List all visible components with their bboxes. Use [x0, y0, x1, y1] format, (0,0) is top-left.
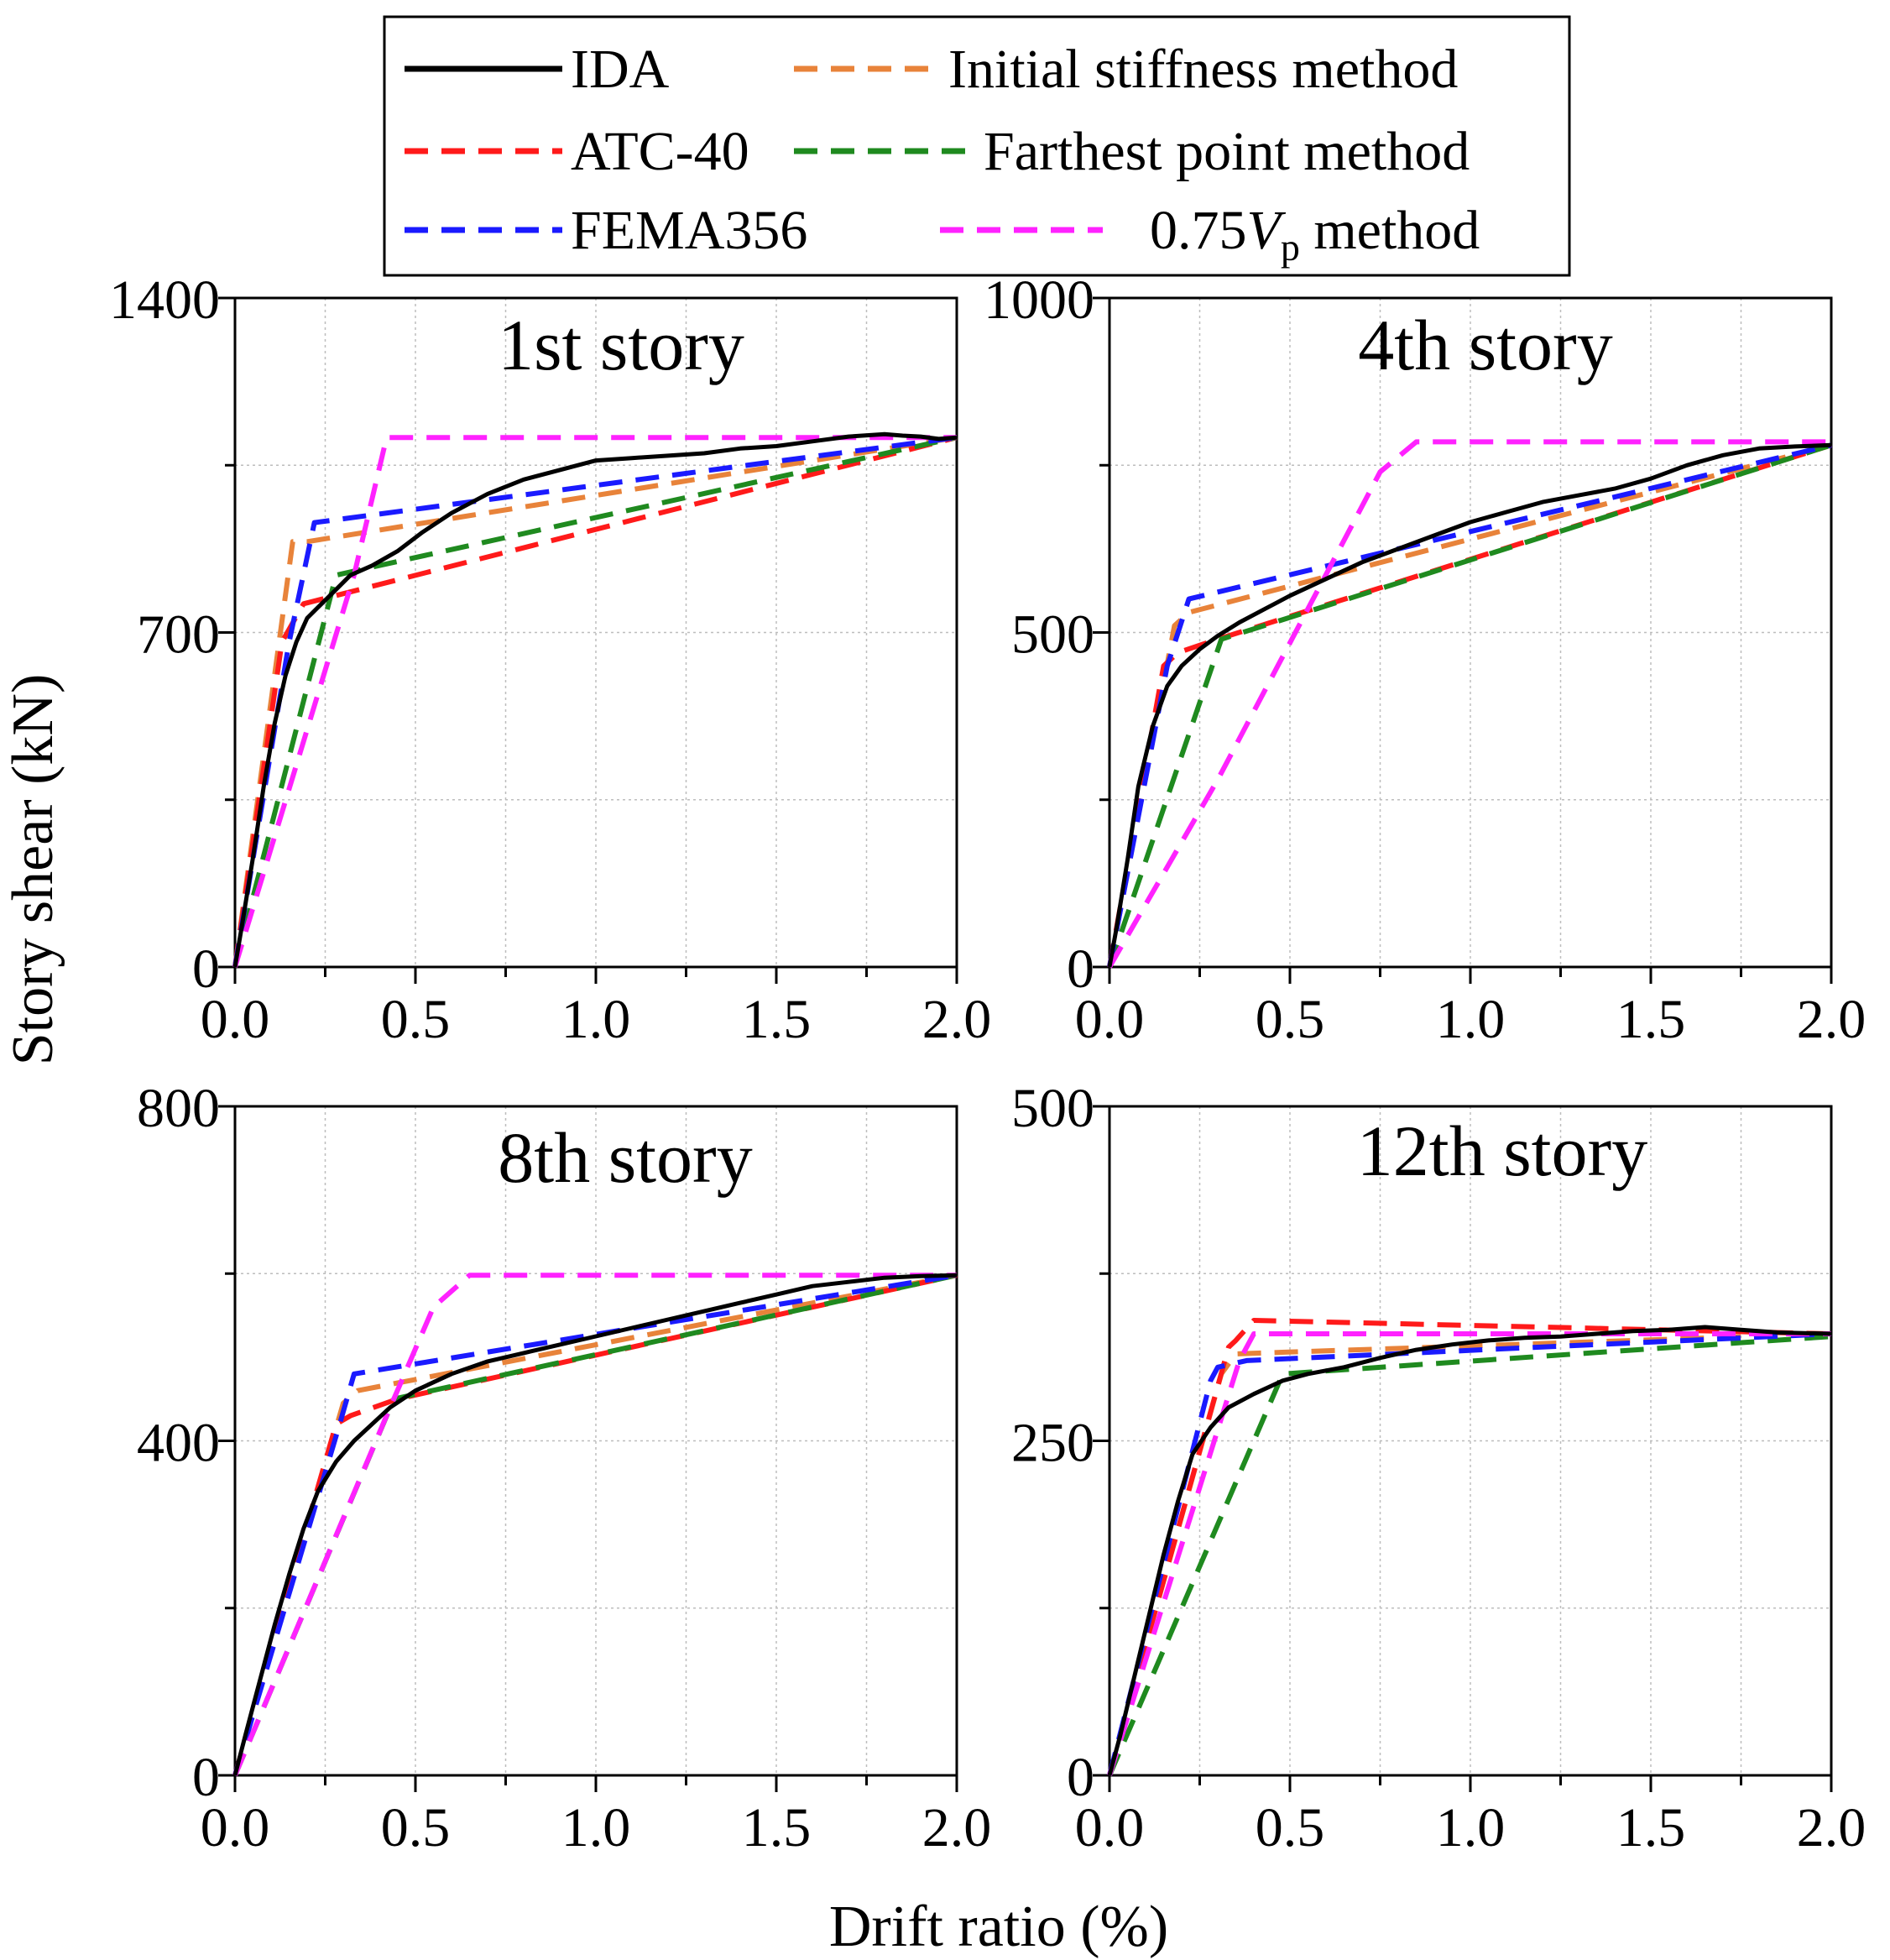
panel-1-xtick-label-5: 2.0: [922, 989, 992, 1050]
panel-2-xtick-label-3: 1.0: [1436, 989, 1506, 1050]
panel-3-xtick-label-3: 1.0: [561, 1797, 631, 1858]
panel-3: 0.0 0.5 1.0 1.5 2.0 0 400 800 8th story: [137, 1078, 991, 1858]
panel-4: 0.0 0.5 1.0 1.5 2.0 0 250 500 12th story: [1011, 1078, 1866, 1858]
panel-3-xtick-label-4: 1.5: [742, 1797, 812, 1858]
panel-4-xtick-label-3: 1.0: [1436, 1797, 1506, 1858]
panel-4-xtick-label-4: 1.5: [1616, 1797, 1686, 1858]
panel-1-xtick-label-4: 1.5: [742, 989, 812, 1050]
panel-2-xtick-label-5: 2.0: [1797, 989, 1867, 1050]
panel-4-series-initial-stiffness-method: [1107, 1331, 1832, 1776]
panel-1-xtick-label-3: 1.0: [561, 989, 631, 1050]
panel-1-series-farthest-point-method: [232, 435, 958, 968]
panel-3-xtick-label-1: 0.0: [201, 1797, 270, 1858]
panel-3-series-ida: [232, 1273, 958, 1776]
panel-2-ytick-label-1: 0: [1067, 938, 1094, 1000]
panel-4-series-0-75vp-method: [1107, 1331, 1831, 1776]
panel-4-xtick-label-2: 0.5: [1256, 1797, 1325, 1858]
legend-label-3: ATC-40: [571, 121, 749, 182]
panel-2: 0.0 0.5 1.0 1.5 2.0 0 500 1000 4th story: [984, 269, 1866, 1050]
legend: IDA Initial stiffness method ATC-40 Farthes…: [383, 15, 1571, 277]
legend-label-1: IDA: [571, 39, 670, 100]
panel-4-series-atc-40: [1107, 1318, 1832, 1776]
panel-1-xtick-label-1: 0.0: [201, 989, 270, 1050]
panel-1-xtick-label-2: 0.5: [381, 989, 451, 1050]
panel-2-ytick-label-3: 1000: [984, 269, 1094, 331]
y-axis-title: Story shear (kN): [1, 674, 65, 1066]
legend-label-2: Initial stiffness method: [948, 39, 1458, 100]
panel-2-series-0-75vp-method: [1107, 439, 1831, 969]
panel-1-title: 1st story: [498, 305, 744, 385]
panel-4-ytick-label-3: 500: [1011, 1078, 1094, 1139]
panel-2-series-fema356: [1107, 442, 1832, 968]
panel-3-title: 8th story: [498, 1117, 752, 1198]
panel-1: 0.0 0.5 1.0 1.5 2.0 0 700 1400 1st story: [109, 269, 991, 1050]
panel-2-xtick-label-2: 0.5: [1256, 989, 1325, 1050]
panel-1-ytick-label-2: 700: [137, 604, 220, 666]
legend-label-5: FEMA356: [571, 200, 807, 261]
panel-2-xtick-label-4: 1.5: [1616, 989, 1686, 1050]
panel-2-series-ida: [1107, 442, 1832, 968]
panel-1-ytick-label-3: 1400: [109, 269, 220, 331]
panel-1-series-0-75vp-method: [232, 435, 957, 968]
panel-3-ytick-label-3: 800: [137, 1078, 220, 1139]
panel-3-xtick-label-5: 2.0: [922, 1797, 992, 1858]
panel-1-series-ida: [232, 431, 958, 968]
panel-4-xtick-label-5: 2.0: [1797, 1797, 1867, 1858]
panel-3-xtick-label-2: 0.5: [381, 1797, 451, 1858]
panel-1-ytick-label-1: 0: [192, 938, 220, 1000]
x-axis-title: Drift ratio (%): [829, 1895, 1168, 1959]
panel-3-series-0-75vp-method: [232, 1273, 957, 1777]
legend-label-6: 0.75Vp method: [1150, 200, 1480, 269]
panel-2-title: 4th story: [1358, 305, 1612, 385]
panel-4-series-ida: [1107, 1325, 1832, 1776]
panel-4-ytick-label-1: 0: [1067, 1747, 1094, 1808]
legend-label-4: Farthest point method: [984, 121, 1470, 182]
panel-4-ytick-label-2: 250: [1011, 1413, 1094, 1474]
panel-3-ytick-label-2: 400: [137, 1413, 220, 1474]
panel-2-ytick-label-2: 500: [1011, 604, 1094, 666]
panel-4-title: 12th story: [1357, 1111, 1647, 1191]
panel-4-xtick-label-1: 0.0: [1075, 1797, 1145, 1858]
panel-2-series-farthest-point-method: [1107, 442, 1832, 968]
panel-2-xtick-label-1: 0.0: [1075, 989, 1145, 1050]
panels: 0.0 0.5 1.0 1.5 2.0 0 700 1400 1st story 0.0 0.5 1.…: [109, 269, 1866, 1858]
panel-3-ytick-label-1: 0: [192, 1747, 220, 1808]
